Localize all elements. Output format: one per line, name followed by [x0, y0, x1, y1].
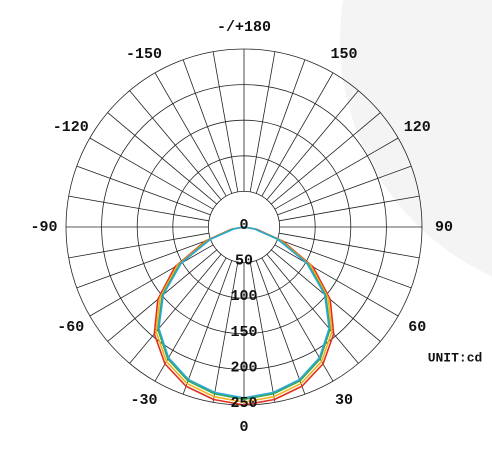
theta-tick-label: -/+180: [217, 19, 271, 36]
theta-tick-label: 90: [435, 219, 453, 236]
grid-spoke: [89, 137, 214, 210]
r-tick-label: 250: [230, 395, 257, 412]
theta-tick-label: 150: [330, 46, 357, 63]
theta-tick-label: 60: [408, 319, 426, 336]
intensity-curve: [155, 226, 333, 403]
grid-spoke: [261, 257, 334, 382]
grid-spoke: [261, 72, 334, 197]
grid-spoke: [89, 244, 214, 317]
grid-spoke: [68, 195, 210, 222]
grid-spoke: [277, 165, 412, 216]
grid-spoke: [68, 232, 210, 259]
grid-spoke: [76, 165, 211, 216]
curves: [153, 226, 335, 406]
grid-spoke: [182, 260, 233, 395]
grid-spoke: [278, 232, 420, 259]
grid-spoke: [212, 261, 239, 403]
grid: [65, 48, 423, 406]
intensity-curve: [153, 226, 335, 406]
theta-tick-label: -30: [130, 392, 157, 409]
theta-tick-label: 30: [335, 392, 353, 409]
grid-spoke: [129, 254, 222, 364]
grid-spoke: [255, 59, 306, 194]
theta-tick-label: -90: [30, 219, 57, 236]
r-tick-label: 50: [235, 253, 253, 270]
grid-spoke: [274, 137, 399, 210]
grid-spoke: [271, 112, 381, 205]
theta-tick-label: -60: [57, 319, 84, 336]
grid-spoke: [266, 254, 359, 364]
r-tick-label: 150: [230, 324, 257, 341]
grid-spoke: [266, 90, 359, 200]
grid-spoke: [249, 51, 276, 193]
r-tick-label: 200: [230, 359, 257, 376]
grid-spoke: [107, 112, 217, 205]
grid-spoke: [182, 59, 233, 194]
background-decoration: [340, 0, 492, 277]
r-tick-label: 100: [230, 288, 257, 305]
theta-tick-label: 0: [239, 419, 248, 436]
grid-spoke: [76, 238, 211, 289]
grid-spoke: [249, 261, 276, 403]
r-tick-label: 0: [239, 217, 248, 234]
grid-spoke: [274, 244, 399, 317]
grid-spoke: [129, 90, 222, 200]
grid-spoke: [154, 72, 227, 197]
theta-tick-label: -150: [126, 46, 162, 63]
unit-label: UNIT:cd: [428, 350, 483, 365]
grid-spoke: [278, 195, 420, 222]
grid-spoke: [212, 51, 239, 193]
theta-tick-label: -120: [53, 119, 89, 136]
grid-spoke: [277, 238, 412, 289]
intensity-curve: [158, 226, 330, 399]
grid-spoke: [154, 257, 227, 382]
grid-spoke: [255, 260, 306, 395]
labels: 0 50 100 150 200 250 0 30 60 90 120 150 -/+180 -150 -1…: [30, 19, 453, 436]
theta-tick-label: 120: [404, 119, 431, 136]
